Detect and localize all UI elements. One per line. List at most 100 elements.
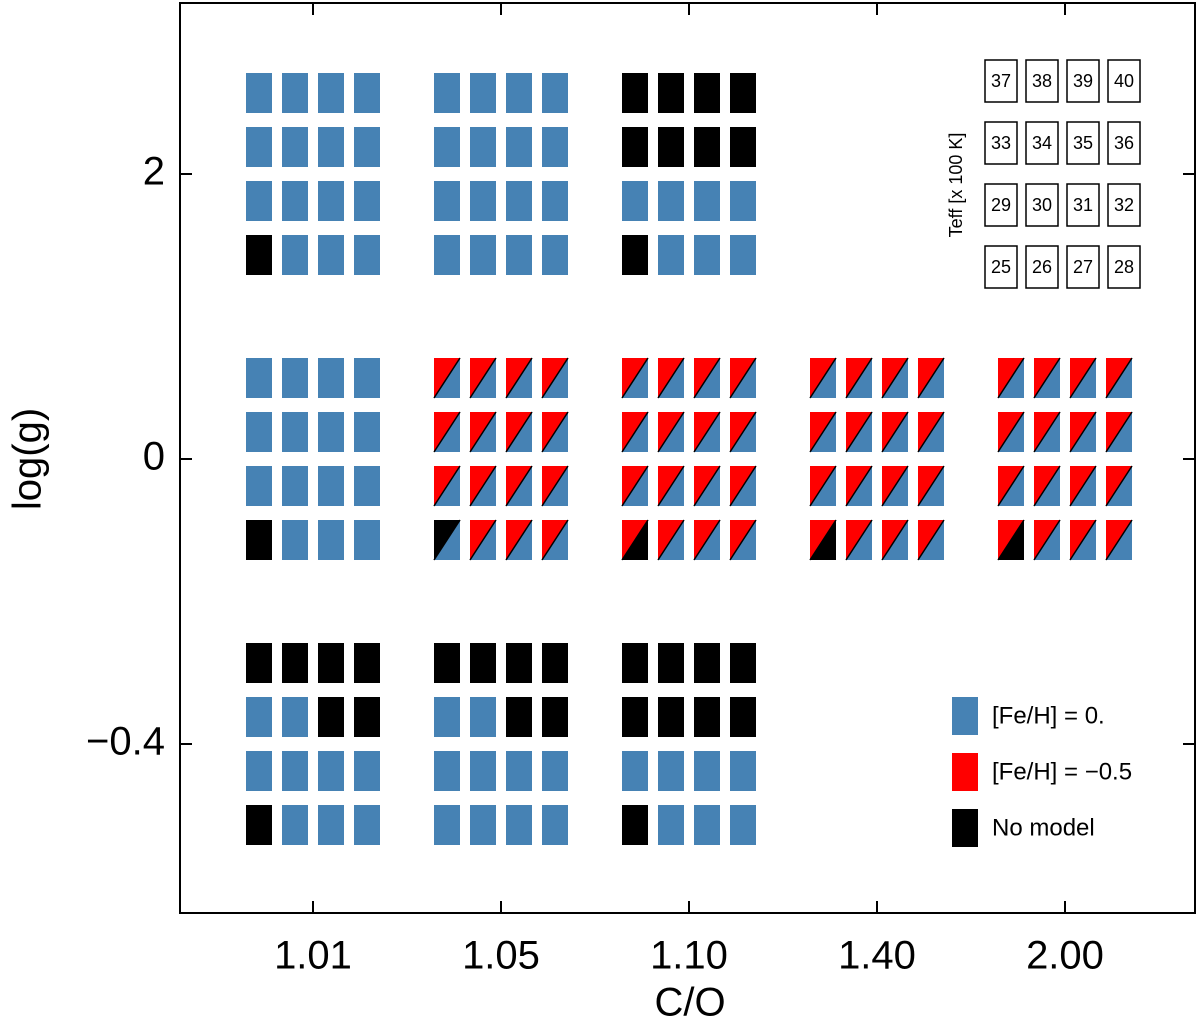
- model-cell: [282, 412, 308, 452]
- legend-label: [Fe/H] = −0.5: [992, 758, 1132, 785]
- cell-diagonal: [809, 411, 837, 453]
- model-cell: [506, 697, 532, 737]
- cell-diagonal: [1069, 357, 1097, 399]
- model-cell: [694, 805, 720, 845]
- key-box: [1107, 121, 1141, 165]
- cell-diagonal: [729, 357, 757, 399]
- key-box: [1107, 183, 1141, 227]
- model-cell: [318, 697, 344, 737]
- model-cell: [694, 181, 720, 221]
- key-number: 26: [1032, 257, 1052, 277]
- model-cell: [470, 127, 496, 167]
- model-cell: [622, 697, 648, 737]
- model-cell: [658, 751, 684, 791]
- cell-diagonal: [433, 465, 461, 507]
- key-box: [1066, 121, 1100, 165]
- model-cell: [694, 697, 720, 737]
- key-box: [1066, 59, 1100, 103]
- key-number: 40: [1114, 71, 1134, 91]
- model-cell: [282, 358, 308, 398]
- model-cell: [246, 235, 272, 275]
- x-tick-label: 1.10: [650, 934, 728, 978]
- model-cell: [470, 805, 496, 845]
- legend-label: [Fe/H] = 0.: [992, 702, 1105, 729]
- cell-diagonal: [1105, 411, 1133, 453]
- cell-diagonal: [693, 465, 721, 507]
- y-tick-label: −0.4: [86, 720, 165, 764]
- model-cell: [694, 127, 720, 167]
- model-cell: [542, 181, 568, 221]
- model-cell: [434, 643, 460, 683]
- cell-diagonal: [881, 411, 909, 453]
- model-cell: [354, 127, 380, 167]
- key-number: 35: [1073, 133, 1093, 153]
- cell-diagonal: [1069, 465, 1097, 507]
- cell-diagonal: [917, 357, 945, 399]
- key-box: [1025, 245, 1059, 289]
- model-cell: [470, 643, 496, 683]
- cell-diagonal: [657, 357, 685, 399]
- cell-diagonal: [809, 357, 837, 399]
- model-cell: [354, 358, 380, 398]
- model-cell: [506, 805, 532, 845]
- key-box: [1025, 121, 1059, 165]
- model-cell: [318, 751, 344, 791]
- model-cell: [354, 412, 380, 452]
- model-cell: [354, 235, 380, 275]
- model-cell: [354, 805, 380, 845]
- model-cell: [354, 520, 380, 560]
- cell-diagonal: [1105, 465, 1133, 507]
- model-cell: [542, 643, 568, 683]
- x-tick-label: 2.00: [1026, 934, 1104, 978]
- model-cell: [246, 643, 272, 683]
- key-box: [1107, 245, 1141, 289]
- legend-swatch: [952, 809, 978, 847]
- model-cell: [470, 181, 496, 221]
- model-cell: [434, 73, 460, 113]
- model-cell: [506, 235, 532, 275]
- cell-diagonal: [1105, 519, 1133, 561]
- key-number: 33: [991, 133, 1011, 153]
- model-cell: [506, 643, 532, 683]
- cell-diagonal: [657, 465, 685, 507]
- cell-diagonal: [541, 357, 569, 399]
- key-number: 39: [1073, 71, 1093, 91]
- cell-diagonal: [881, 357, 909, 399]
- model-cell: [542, 697, 568, 737]
- model-cell: [470, 697, 496, 737]
- cell-diagonal: [621, 411, 649, 453]
- y-tick-label: 2: [143, 150, 165, 194]
- model-cell: [658, 643, 684, 683]
- model-cell: [354, 466, 380, 506]
- model-cell: [354, 73, 380, 113]
- legend-label: No model: [992, 814, 1095, 841]
- legend-swatch: [952, 753, 978, 791]
- key-number: 29: [991, 195, 1011, 215]
- cell-diagonal: [845, 465, 873, 507]
- cell-diagonal: [693, 411, 721, 453]
- cell-diagonal: [881, 519, 909, 561]
- model-cell: [282, 697, 308, 737]
- model-cell: [658, 697, 684, 737]
- cell-diagonal: [845, 357, 873, 399]
- key-number: 30: [1032, 195, 1052, 215]
- cell-diagonal: [621, 465, 649, 507]
- y-axis-label: log(g): [6, 408, 50, 510]
- cell-diagonal: [729, 519, 757, 561]
- model-cell: [694, 73, 720, 113]
- key-number: 32: [1114, 195, 1134, 215]
- key-box: [984, 121, 1018, 165]
- model-cell: [470, 73, 496, 113]
- model-cell: [246, 805, 272, 845]
- model-cell: [622, 805, 648, 845]
- cell-diagonal: [469, 465, 497, 507]
- cell-diagonal: [917, 519, 945, 561]
- model-cell: [730, 805, 756, 845]
- model-cell: [246, 181, 272, 221]
- model-cell: [542, 751, 568, 791]
- model-cell: [730, 73, 756, 113]
- cell-diagonal: [729, 411, 757, 453]
- model-cell: [318, 412, 344, 452]
- cell-diagonal: [997, 519, 1025, 561]
- model-cell: [542, 73, 568, 113]
